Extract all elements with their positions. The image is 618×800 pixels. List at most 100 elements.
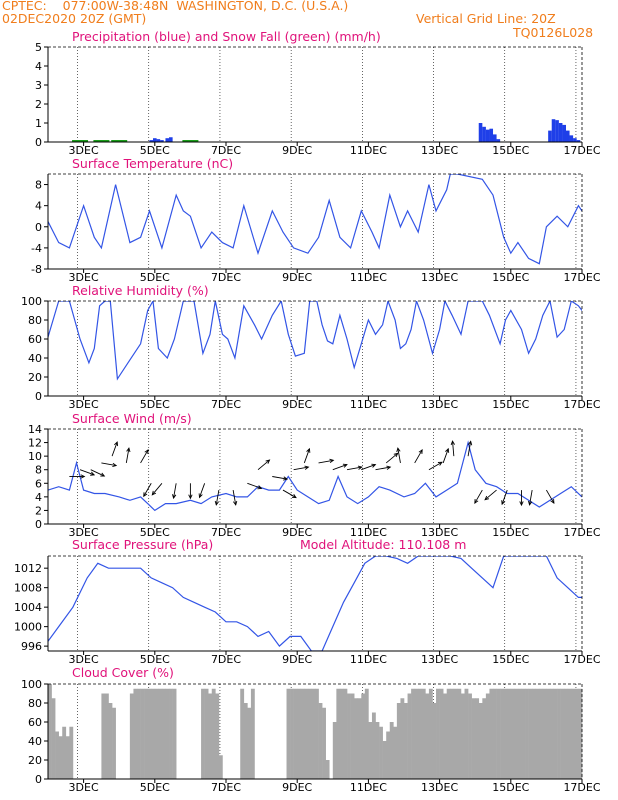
cloud-bar-23 <box>151 688 156 779</box>
cloud-bar-11 <box>104 693 109 779</box>
cloud-ytick-label-3: 60 <box>28 716 42 729</box>
wind-ytick-label-7: 14 <box>28 423 42 436</box>
cloud-bar-56 <box>304 688 309 779</box>
precip-bar-12 <box>548 130 552 142</box>
snow-bar-2 <box>111 140 128 142</box>
cloud-bar-24 <box>154 688 159 779</box>
wind-arrow-shaft-14 <box>247 482 262 489</box>
precip-xtick-label-1: 5DEC <box>140 144 170 157</box>
wind-arrow-4 <box>111 441 119 457</box>
rh-xtick-label-1: 5DEC <box>140 398 170 411</box>
wind-arrow-28 <box>428 461 443 471</box>
cloud-bar-94 <box>439 688 444 779</box>
cloud-bar-25 <box>158 688 163 779</box>
temp-xtick-label-7: 17DEC <box>563 271 600 284</box>
wind-arrow-head-20 <box>329 458 335 464</box>
wind-ytick-label-0: 0 <box>35 518 42 531</box>
precip-bar-2 <box>156 139 161 142</box>
cloud-bar-117 <box>521 688 526 779</box>
cloud-bar-3 <box>58 736 63 779</box>
cloud-bar-45 <box>250 688 255 779</box>
precip-bar-8 <box>485 129 490 142</box>
cloud-ytick-label-0: 0 <box>35 773 42 786</box>
header-line1: CPTEC: 077:00W-38:48N WASHINGTON, D.C. (… <box>2 0 348 12</box>
cloud-bar-124 <box>546 688 551 779</box>
cloud-bar-88 <box>418 688 423 779</box>
wind-arrow-37 <box>546 489 555 504</box>
wind-ytick-label-1: 2 <box>35 504 42 517</box>
wind-arrow-head-22 <box>357 465 363 470</box>
precip-ytick-label-1: 1 <box>35 117 42 130</box>
header-coordinates: 077:00W-38:48N <box>62 0 169 13</box>
wind-arrow-shaft-3 <box>101 462 117 466</box>
cloud-bar-75 <box>371 712 376 779</box>
rh-xtick-label-5: 13DEC <box>421 398 458 411</box>
precip-bar-4 <box>165 138 170 142</box>
temp-xtick-label-4: 11DEC <box>350 271 387 284</box>
cloud-xtick-label-5: 13DEC <box>421 781 458 794</box>
wind-arrow-21 <box>332 463 348 471</box>
wind-arrow-shaft-18 <box>293 466 309 471</box>
cloud-bar-67 <box>343 688 348 779</box>
cloud-bar-62 <box>325 760 330 779</box>
wind-title: Surface Wind (m/s) <box>72 411 192 426</box>
cloud-bar-73 <box>364 688 369 779</box>
cloud-bar-61 <box>322 707 326 779</box>
cloud-xtick-label-6: 15DEC <box>492 781 529 794</box>
cloud-ytick-label-5: 100 <box>21 678 42 691</box>
cloud-bar-133 <box>578 688 583 779</box>
wind-arrow-shaft-2 <box>90 469 105 477</box>
wind-arrow-shaft-25 <box>385 452 398 464</box>
wind-series-line <box>48 440 582 512</box>
cloud-bar-74 <box>368 722 373 779</box>
cloud-bar-96 <box>446 688 451 779</box>
cloud-bar-103 <box>471 698 476 779</box>
temp-xtick-label-2: 7DEC <box>211 271 241 284</box>
cloud-bar-123 <box>542 688 547 779</box>
wind-ytick-label-5: 10 <box>28 450 42 463</box>
wind-arrow-shaft-32 <box>474 489 483 504</box>
rh-ytick-label-1: 20 <box>28 371 42 384</box>
wind-arrow-shaft-26 <box>397 448 401 464</box>
wind-ytick-label-4: 8 <box>35 464 42 477</box>
precip-xtick-label-3: 9DEC <box>282 144 312 157</box>
wind-arrow-shaft-16 <box>272 476 288 480</box>
wind-arrow-10 <box>188 483 193 500</box>
precip-bar-20 <box>576 140 581 142</box>
wind-arrow-head-28 <box>437 461 443 466</box>
wind-arrow-32 <box>474 489 483 504</box>
cloud-bar-91 <box>428 688 433 779</box>
cloud-bar-85 <box>407 693 412 779</box>
wind-arrow-20 <box>318 458 335 464</box>
cloud-bar-51 <box>286 688 291 779</box>
wind-arrow-shaft-30 <box>452 441 455 457</box>
precip-xtick-label-2: 7DEC <box>211 144 241 157</box>
wind-arrow-7 <box>143 483 152 498</box>
wind-arrow-shaft-17 <box>282 489 297 498</box>
wind-arrow-head-18 <box>304 465 310 470</box>
pressure-xtick-label-6: 15DEC <box>492 653 529 666</box>
precip-bar-11 <box>496 139 501 142</box>
precip-bar-19 <box>573 138 577 142</box>
wind-arrow-head-19 <box>306 447 311 453</box>
wind-xtick-label-3: 9DEC <box>282 526 312 539</box>
cloud-bar-26 <box>161 688 166 779</box>
cloud-bar-66 <box>339 688 344 779</box>
cloud-bar-2 <box>55 731 59 779</box>
wind-arrow-head-33 <box>484 495 490 501</box>
cloud-bar-129 <box>564 688 569 779</box>
cloud-bar-28 <box>169 688 173 779</box>
wind-arrow-0 <box>69 474 86 479</box>
cloud-bar-6 <box>69 726 74 779</box>
cloud-bar-101 <box>464 688 469 779</box>
cloud-xtick-label-3: 9DEC <box>282 781 312 794</box>
cloud-bar-128 <box>560 688 565 779</box>
cloud-xtick-label-0: 3DEC <box>69 781 99 794</box>
temp-ytick-label-3: 4 <box>35 200 42 213</box>
cloud-bar-119 <box>528 688 533 779</box>
precip-bar-13 <box>551 119 556 142</box>
cloud-bar-1 <box>51 698 56 779</box>
rh-series-line <box>48 301 582 381</box>
wind-arrow-13 <box>232 489 238 506</box>
cloud-bar-77 <box>379 726 383 779</box>
